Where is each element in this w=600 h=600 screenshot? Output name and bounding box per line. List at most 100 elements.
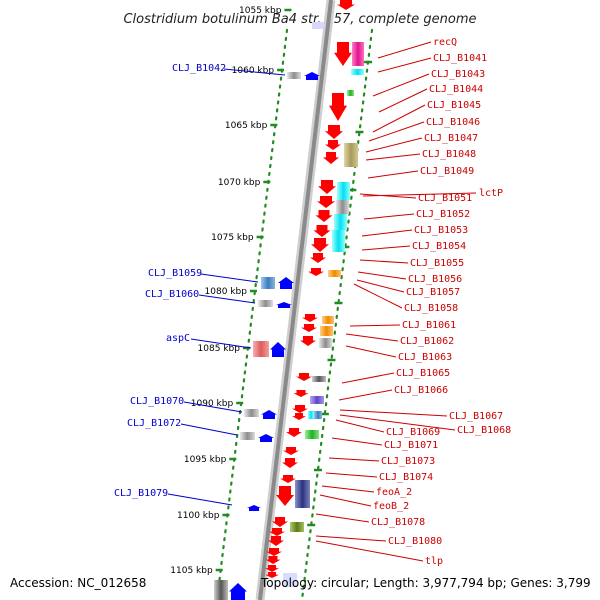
gene-arrow[interactable]: [337, 0, 355, 10]
gene-arrow[interactable]: [229, 583, 247, 600]
gene-feature-box[interactable]: [344, 143, 358, 167]
gene-feature-box[interactable]: [310, 396, 324, 404]
gene-label-clj-b1060[interactable]: CLJ_B1060: [145, 289, 199, 300]
gene-arrow[interactable]: [265, 572, 279, 578]
gene-label-clj-b1067[interactable]: CLJ_B1067: [449, 411, 503, 422]
gene-label-clj-b1063[interactable]: CLJ_B1063: [398, 352, 452, 363]
gene-arrow[interactable]: [268, 536, 284, 546]
gene-feature-box[interactable]: [322, 316, 334, 324]
gene-feature-box[interactable]: [337, 182, 350, 200]
gene-label-clj-b1071[interactable]: CLJ_B1071: [384, 440, 438, 451]
gene-arrow[interactable]: [269, 528, 285, 536]
gene-label-clj-b1041[interactable]: CLJ_B1041: [433, 53, 487, 64]
gene-feature-box[interactable]: [287, 72, 301, 79]
gene-label-clj-b1054[interactable]: CLJ_B1054: [412, 241, 466, 252]
gene-label-clj-b1045[interactable]: CLJ_B1045: [427, 100, 481, 111]
gene-arrow[interactable]: [283, 447, 299, 455]
gene-label-lctp[interactable]: lctP: [479, 188, 503, 199]
gene-arrow[interactable]: [265, 556, 281, 564]
gene-label-recq[interactable]: recQ: [433, 37, 457, 48]
gene-arrow[interactable]: [318, 180, 336, 194]
gene-label-clj-b1062[interactable]: CLJ_B1062: [400, 336, 454, 347]
gene-feature-box[interactable]: [312, 22, 324, 29]
gene-arrow[interactable]: [261, 410, 277, 419]
gene-label-clj-b1065[interactable]: CLJ_B1065: [396, 368, 450, 379]
gene-label-feoa-2[interactable]: feoA_2: [376, 487, 412, 498]
gene-label-clj-b1079[interactable]: CLJ_B1079: [114, 488, 168, 499]
gene-arrow[interactable]: [276, 302, 292, 308]
gene-label-clj-b1048[interactable]: CLJ_B1048: [422, 149, 476, 160]
gene-arrow[interactable]: [302, 314, 318, 322]
gene-arrow[interactable]: [280, 475, 296, 483]
gene-arrow[interactable]: [292, 413, 306, 420]
gene-arrow[interactable]: [334, 42, 352, 66]
gene-arrow[interactable]: [325, 125, 343, 139]
gene-arrow[interactable]: [270, 342, 286, 357]
gene-arrow[interactable]: [323, 152, 339, 164]
gene-label-aspc[interactable]: aspC: [166, 333, 190, 344]
gene-arrow[interactable]: [266, 548, 282, 556]
gene-feature-box[interactable]: [328, 270, 341, 277]
gene-label-clj-b1069[interactable]: CLJ_B1069: [386, 427, 440, 438]
gene-label-clj-b1055[interactable]: CLJ_B1055: [410, 258, 464, 269]
gene-feature-box[interactable]: [336, 200, 349, 214]
gene-arrow[interactable]: [292, 405, 308, 413]
gene-arrow[interactable]: [247, 505, 261, 511]
gene-label-tlp[interactable]: tlp: [425, 556, 443, 567]
gene-feature-box[interactable]: [314, 411, 322, 419]
gene-arrow[interactable]: [258, 434, 274, 442]
gene-label-clj-b1056[interactable]: CLJ_B1056: [408, 274, 462, 285]
gene-label-clj-b1053[interactable]: CLJ_B1053: [414, 225, 468, 236]
gene-feature-box[interactable]: [320, 326, 333, 336]
gene-arrow[interactable]: [276, 486, 294, 506]
gene-feature-box[interactable]: [283, 573, 297, 587]
gene-arrow[interactable]: [282, 458, 298, 468]
gene-label-clj-b1044[interactable]: CLJ_B1044: [429, 84, 483, 95]
gene-label-clj-b1070[interactable]: CLJ_B1070: [130, 396, 184, 407]
gene-label-clj-b1046[interactable]: CLJ_B1046: [426, 117, 480, 128]
gene-arrow[interactable]: [301, 324, 317, 332]
gene-arrow[interactable]: [278, 277, 294, 289]
gene-arrow[interactable]: [286, 428, 302, 437]
gene-arrow[interactable]: [293, 390, 309, 397]
gene-label-clj-b1043[interactable]: CLJ_B1043: [431, 69, 485, 80]
gene-arrow[interactable]: [300, 336, 316, 346]
gene-label-clj-b1074[interactable]: CLJ_B1074: [379, 472, 433, 483]
gene-feature-box[interactable]: [352, 42, 364, 66]
gene-label-clj-b1058[interactable]: CLJ_B1058: [404, 303, 458, 314]
gene-feature-box[interactable]: [312, 376, 326, 382]
gene-feature-box[interactable]: [240, 432, 255, 440]
gene-label-clj-b1072[interactable]: CLJ_B1072: [127, 418, 181, 429]
gene-label-clj-b1049[interactable]: CLJ_B1049: [420, 166, 474, 177]
gene-feature-box[interactable]: [334, 214, 347, 230]
gene-feature-box[interactable]: [214, 580, 228, 600]
gene-arrow[interactable]: [265, 565, 279, 572]
gene-feature-box[interactable]: [351, 69, 364, 75]
gene-label-clj-b1073[interactable]: CLJ_B1073: [381, 456, 435, 467]
gene-label-clj-b1068[interactable]: CLJ_B1068: [457, 425, 511, 436]
gene-label-clj-b1047[interactable]: CLJ_B1047: [424, 133, 478, 144]
gene-arrow[interactable]: [310, 253, 326, 263]
gene-label-clj-b1059[interactable]: CLJ_B1059: [148, 268, 202, 279]
gene-feature-box[interactable]: [261, 277, 275, 289]
gene-arrow[interactable]: [272, 517, 288, 527]
gene-feature-box[interactable]: [290, 522, 304, 532]
gene-arrow[interactable]: [315, 210, 333, 222]
gene-label-feob-2[interactable]: feoB_2: [373, 501, 409, 512]
gene-arrow[interactable]: [311, 238, 329, 252]
gene-label-clj-b1078[interactable]: CLJ_B1078: [371, 517, 425, 528]
gene-feature-box[interactable]: [347, 90, 354, 96]
gene-arrow[interactable]: [296, 373, 312, 381]
gene-arrow[interactable]: [308, 268, 324, 276]
gene-feature-box[interactable]: [244, 409, 259, 417]
gene-arrow[interactable]: [317, 196, 335, 208]
gene-feature-box[interactable]: [319, 338, 332, 348]
gene-arrow[interactable]: [313, 225, 331, 237]
gene-arrow[interactable]: [325, 140, 341, 150]
gene-feature-box[interactable]: [308, 411, 314, 419]
gene-label-clj-b1066[interactable]: CLJ_B1066: [394, 385, 448, 396]
gene-feature-box[interactable]: [332, 230, 345, 252]
gene-feature-box[interactable]: [258, 300, 273, 307]
gene-label-clj-b1057[interactable]: CLJ_B1057: [406, 287, 460, 298]
gene-label-clj-b1042[interactable]: CLJ_B1042: [172, 63, 226, 74]
